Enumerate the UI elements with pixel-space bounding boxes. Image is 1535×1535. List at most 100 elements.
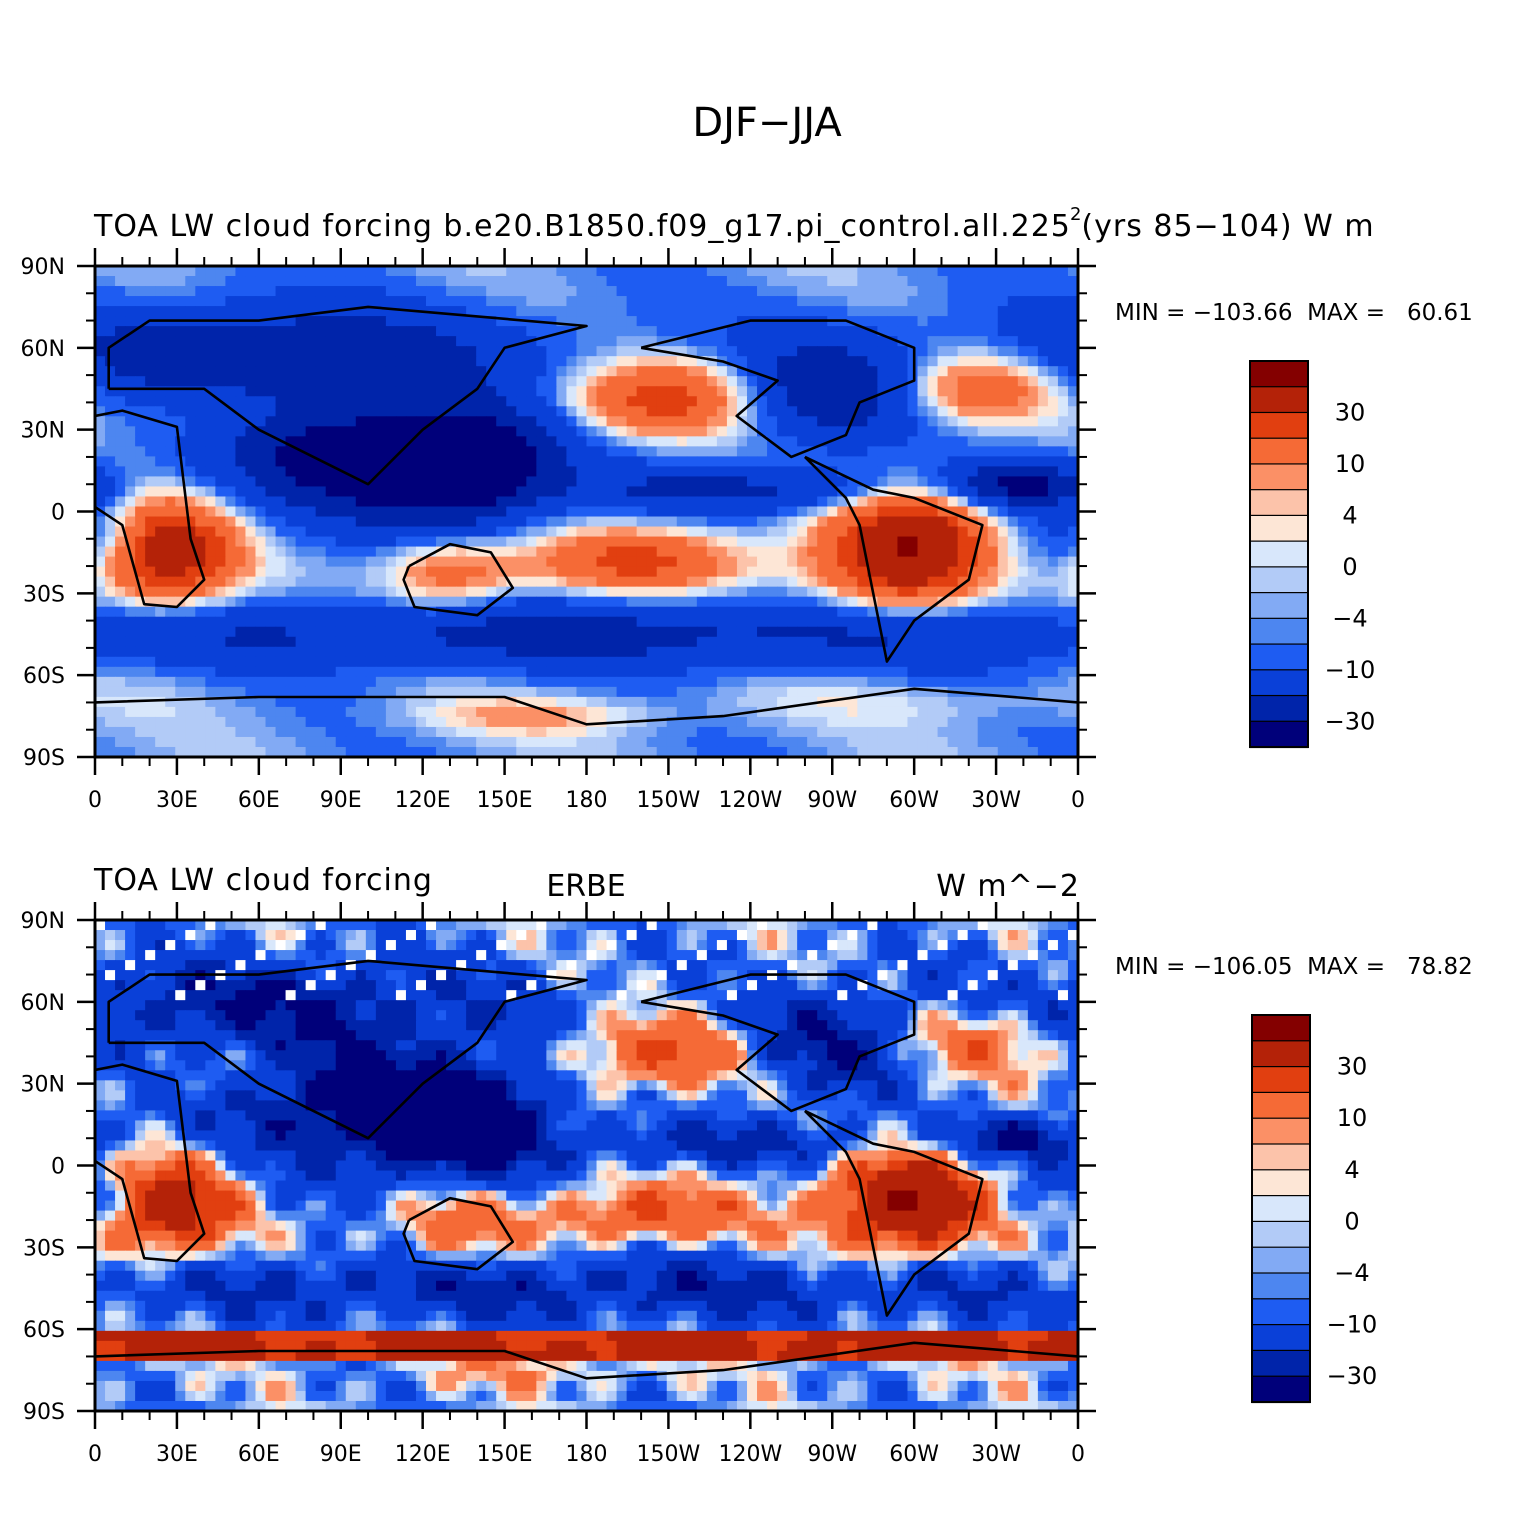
top-map [93,264,1080,759]
x-tick-label: 60W [889,788,939,813]
x-tick-label: 60E [238,1442,280,1467]
x-tick-label: 150E [477,788,533,813]
x-tick-label: 150W [637,1442,701,1467]
top-panel-overlapping-titles: TOA LW cloud forcing b.e20.B1850.f09_g17… [93,209,1375,244]
x-tick-label: 30W [971,788,1021,813]
x-tick-label: 180 [566,788,608,813]
x-tick-label: 90W [807,788,857,813]
y-tick-label: 30N [21,1073,65,1098]
colorbar-label: 30 [1337,1053,1368,1081]
x-tick-label: 120W [718,1442,782,1467]
top-map-axes: 90N 60N 30N 0 30S 60S 90S 0 30E 60E 90E 120E 150E 180… [21,248,1096,813]
x-tick-label: 150E [477,1442,533,1467]
x-tick-label: 0 [1071,788,1085,813]
x-tick-label: 60W [889,1442,939,1467]
colorbar-label: −30 [1325,707,1376,735]
bottom-map-axes: 90N 60N 30N 0 30S 60S 90S 0 30E 60E 90E 120E 150E 180… [21,902,1096,1467]
colorbar-label: 10 [1337,1104,1368,1132]
x-tick-label: 30E [156,788,198,813]
x-tick-label: 0 [88,788,102,813]
colorbar-swatch [1249,720,1309,749]
y-tick-label: 60N [21,337,65,362]
colorbar-swatch [1251,1169,1311,1197]
bottom-panel-left-title: TOA LW cloud forcing [93,863,433,898]
colorbar-swatch [1249,360,1309,388]
x-tick-label: 180 [566,1442,608,1467]
y-tick-label: 30S [23,1236,65,1261]
colorbar-swatch [1251,1091,1311,1120]
colorbar-swatch [1251,1040,1311,1068]
colorbar-swatch [1251,1143,1311,1171]
x-tick-label: 150W [637,788,701,813]
colorbar-swatch [1249,694,1309,723]
colorbar-label: 30 [1335,398,1366,426]
colorbar-swatch [1251,1194,1311,1223]
x-tick-label: 120E [395,788,451,813]
y-tick-label: 30S [23,582,65,607]
y-tick-label: 90N [21,909,65,934]
bottom-min-max: MIN = −106.05 MAX = 78.82 [1115,954,1473,980]
top-colorbar: 30 10 4 0 −4 −10 −30 [1249,360,1376,749]
colorbar-swatch [1249,463,1309,491]
colorbar-swatch [1251,1349,1311,1378]
colorbar-label: 4 [1342,501,1357,529]
bottom-map [93,918,1080,1413]
y-tick-label: 60N [21,991,65,1016]
colorbar-swatch [1249,643,1309,671]
colorbar-label: −10 [1327,1311,1378,1339]
colorbar-swatch [1249,437,1309,466]
colorbar-label: 0 [1342,553,1357,581]
bottom-panel: TOA LW cloud forcing ERBE W m^−2 90N 60N 3… [21,863,1473,1467]
top-min-max: MIN = −103.66 MAX = 60.61 [1115,300,1473,326]
colorbar-swatch [1249,591,1309,620]
colorbar-swatch [1251,1246,1311,1275]
colorbar-swatch [1249,566,1309,594]
x-tick-label: 120E [395,1442,451,1467]
x-tick-label: 90E [320,788,362,813]
colorbar-swatch [1249,617,1309,646]
x-tick-label: 0 [88,1442,102,1467]
colorbar-swatch [1251,1272,1311,1300]
colorbar-swatch [1249,540,1309,568]
colorbar-swatch [1251,1014,1311,1042]
colorbar-swatch [1251,1375,1311,1404]
colorbar-swatch [1251,1323,1311,1352]
x-tick-label: 30W [971,1442,1021,1467]
colorbar-swatch [1251,1298,1311,1326]
x-tick-label: 30E [156,1442,198,1467]
colorbar-swatch [1249,514,1309,543]
top-panel-unit-superscript: 2 [1070,204,1081,225]
figure-title: DJF−JJA [692,100,842,146]
y-tick-label: 90N [21,255,65,280]
colorbar-swatch [1249,669,1309,697]
colorbar-swatch [1249,411,1309,440]
y-tick-label: 0 [51,1155,65,1180]
bottom-panel-center-title: ERBE [546,869,625,904]
colorbar-swatch [1249,386,1309,414]
x-tick-label: 0 [1071,1442,1085,1467]
colorbar-swatch [1249,489,1309,517]
x-tick-label: 60E [238,788,280,813]
colorbar-label: 10 [1335,450,1366,478]
y-tick-label: 30N [21,419,65,444]
colorbar-label: −30 [1327,1362,1378,1390]
colorbar-swatch [1251,1117,1311,1146]
y-tick-label: 90S [23,746,65,771]
colorbar-label: −4 [1334,1259,1369,1287]
x-tick-label: 90E [320,1442,362,1467]
colorbar-label: −4 [1332,604,1367,632]
colorbar-label: −10 [1325,656,1376,684]
colorbar-swatch [1251,1220,1311,1249]
bottom-panel-unit-title: W m^−2 [936,869,1080,904]
y-tick-label: 60S [23,664,65,689]
y-tick-label: 90S [23,1400,65,1425]
colorbar-label: 0 [1344,1207,1359,1235]
y-tick-label: 60S [23,1318,65,1343]
x-tick-label: 120W [718,788,782,813]
x-tick-label: 90W [807,1442,857,1467]
bottom-colorbar: 30 10 4 0 −4 −10 −30 [1251,1014,1378,1404]
y-tick-label: 0 [51,501,65,526]
colorbar-swatch [1251,1065,1311,1094]
top-panel: TOA LW cloud forcing b.e20.B1850.f09_g17… [21,204,1473,813]
